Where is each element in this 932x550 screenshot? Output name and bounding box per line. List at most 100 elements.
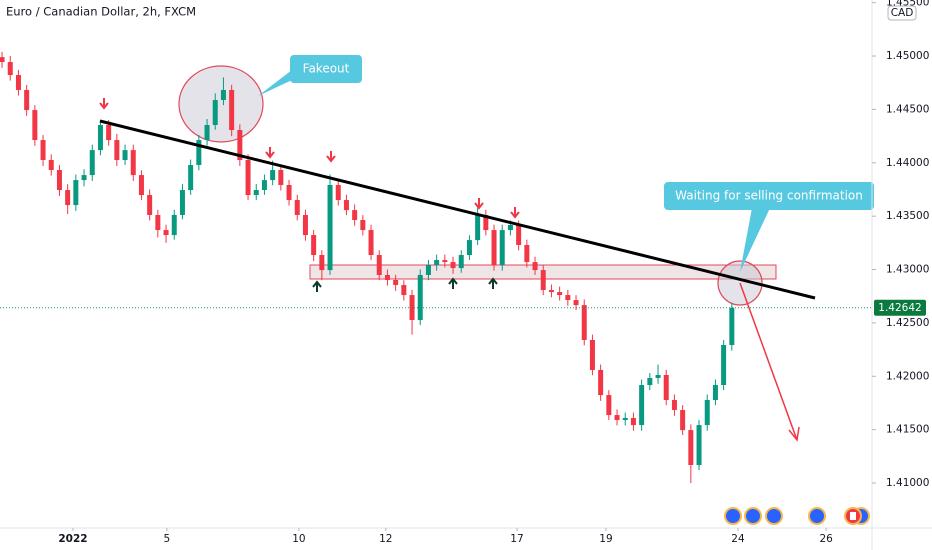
y-tick-label: 1.44500: [886, 103, 929, 115]
candle-body: [458, 255, 464, 269]
candle-body: [237, 130, 243, 161]
candle-body: [565, 295, 571, 301]
candle-body: [15, 75, 21, 90]
candle-body: [40, 140, 46, 161]
candle-body: [130, 150, 136, 176]
candle-body: [376, 255, 382, 275]
candle-body: [647, 377, 653, 386]
candle-body: [639, 385, 645, 426]
callout-text: Fakeout: [303, 62, 350, 76]
candle-body: [229, 89, 235, 131]
candle-body: [696, 425, 702, 465]
candle-body: [302, 214, 308, 236]
candle-body: [343, 200, 349, 211]
candle-body: [466, 240, 472, 256]
support-arrows: [312, 277, 498, 292]
x-tick-label: 26: [819, 533, 833, 545]
candle-body: [253, 190, 259, 196]
candle-body: [97, 125, 103, 151]
candle-body: [393, 279, 399, 286]
y-tick-label: 1.44000: [886, 157, 929, 169]
y-tick-label: 1.41500: [886, 424, 929, 436]
callout-text: Waiting for selling confirmation: [675, 189, 863, 203]
x-tick-label: 24: [731, 533, 745, 545]
y-tick-label: 1.45000: [886, 50, 929, 62]
trendline: [99, 119, 816, 300]
last-price-label: 1.42642: [878, 302, 921, 314]
candle-body: [516, 225, 522, 245]
candle-body: [606, 395, 612, 416]
candle-body: [311, 235, 317, 256]
y-tick-label: 1.43000: [886, 264, 929, 276]
candle-body: [188, 165, 194, 191]
chart-title: Euro / Canadian Dollar, 2h, FXCM: [6, 5, 196, 19]
candle-body: [56, 170, 62, 191]
candle-body: [663, 375, 669, 400]
currency-box: [887, 5, 917, 21]
candle-body: [81, 175, 87, 181]
x-tick-label: 5: [164, 533, 171, 545]
candle-body: [204, 125, 210, 141]
candle-body: [24, 89, 30, 111]
candle-body: [401, 285, 407, 296]
y-tick-label: 1.41000: [886, 477, 929, 489]
candle-body: [65, 190, 71, 206]
candle-body: [319, 255, 325, 271]
x-tick-label: 10: [292, 533, 305, 545]
callout-pointer: [258, 70, 292, 96]
candle-body: [155, 214, 161, 231]
candle-body: [450, 262, 456, 269]
candle-body: [671, 399, 677, 411]
candle-body: [368, 230, 374, 256]
resistance-arrows: [99, 98, 520, 219]
candle-body: [655, 375, 661, 378]
event-icons: [724, 507, 870, 525]
candle-body: [0, 57, 5, 63]
candle-body: [589, 339, 595, 370]
candle-body: [721, 345, 727, 386]
candle-body: [352, 210, 358, 221]
candle-body: [425, 265, 431, 275]
candle-body: [278, 170, 284, 185]
candle-body: [622, 418, 628, 421]
candle-body: [212, 100, 218, 126]
candle-body: [434, 260, 440, 266]
candle-body: [712, 385, 718, 400]
candle-body: [171, 214, 177, 236]
candle-body: [548, 290, 554, 293]
candle-body: [106, 125, 112, 141]
candle-body: [598, 369, 604, 396]
candle-body: [89, 150, 95, 176]
candle-body: [499, 230, 505, 266]
candle-body: [680, 410, 686, 431]
candle-body: [114, 140, 120, 161]
candle-body: [507, 225, 513, 231]
candle-body: [573, 300, 579, 306]
candle-body: [442, 260, 448, 263]
candles: [0, 51, 735, 484]
candle-body: [270, 170, 276, 181]
candle-body: [220, 89, 226, 101]
candle-body: [475, 214, 481, 241]
candle-body: [524, 244, 530, 263]
fakeout-circle: [178, 65, 264, 143]
candle-body: [417, 274, 423, 321]
candle-body: [147, 195, 153, 215]
candle-body: [557, 292, 563, 296]
candle-body: [179, 190, 185, 215]
candle-body: [614, 415, 620, 421]
currency-label: CAD: [891, 7, 914, 19]
candle-body: [384, 274, 390, 280]
projection-arrow: [739, 282, 800, 442]
candle-body: [261, 180, 267, 191]
x-tick-label: 19: [599, 533, 612, 545]
candle-body: [122, 150, 128, 161]
candle-body: [688, 430, 694, 465]
y-tick-label: 1.43500: [886, 210, 929, 222]
candle-body: [540, 270, 546, 291]
candle-body: [163, 230, 169, 236]
candle-body: [73, 180, 79, 206]
candle-body: [196, 140, 202, 166]
x-tick-label: 2022: [58, 533, 87, 545]
candle-body: [360, 220, 366, 231]
